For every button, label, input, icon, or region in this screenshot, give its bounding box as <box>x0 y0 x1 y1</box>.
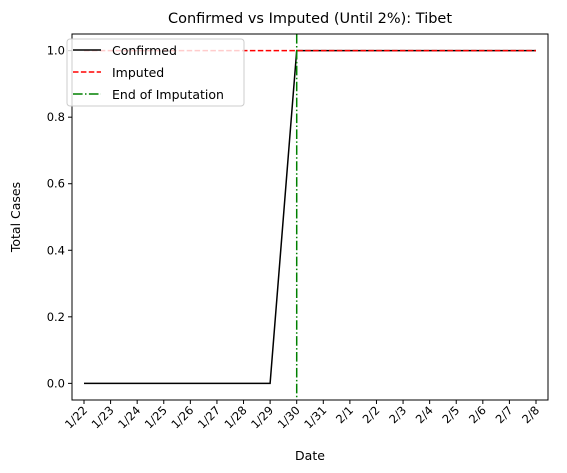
x-tick-label: 1/30 <box>275 403 303 431</box>
x-tick-label: 2/4 <box>413 403 436 426</box>
x-axis-label: Date <box>295 448 325 463</box>
y-tick-label: 0.8 <box>47 110 65 124</box>
x-tick-label: 1/29 <box>248 403 276 431</box>
x-tick-label: 1/23 <box>89 403 117 431</box>
legend-label-end-of-imputation: End of Imputation <box>112 87 224 102</box>
legend-label-imputed: Imputed <box>112 65 164 80</box>
y-tick-label: 0.6 <box>47 177 65 191</box>
legend: Confirmed Imputed End of Imputation <box>67 39 244 106</box>
x-tick-label: 2/5 <box>439 403 462 426</box>
x-tick-label: 2/7 <box>493 403 516 426</box>
x-tick-label: 1/28 <box>221 403 249 431</box>
y-axis-label: Total Cases <box>8 182 23 253</box>
x-tick-label: 1/22 <box>62 403 90 431</box>
legend-label-confirmed: Confirmed <box>112 43 177 58</box>
y-tick-label: 0.2 <box>47 310 65 324</box>
x-tick-label: 2/3 <box>386 403 409 426</box>
x-tick-label: 1/27 <box>195 403 223 431</box>
x-tick-label: 1/31 <box>301 403 329 431</box>
x-tick-label: 2/2 <box>360 403 383 426</box>
x-tick-label: 2/8 <box>519 403 542 426</box>
x-tick-label: 1/26 <box>168 403 196 431</box>
y-tick-label: 0.0 <box>47 376 65 390</box>
x-tick-label: 2/1 <box>333 403 356 426</box>
x-tick-label: 1/25 <box>142 403 170 431</box>
y-tick-label: 0.4 <box>47 243 65 257</box>
x-tick-label: 2/6 <box>466 403 489 426</box>
x-axis: 1/221/231/241/251/261/271/281/291/301/31… <box>62 400 542 431</box>
y-tick-label: 1.0 <box>47 44 65 58</box>
chart-title: Confirmed vs Imputed (Until 2%): Tibet <box>168 11 452 27</box>
x-tick-label: 1/24 <box>115 403 143 431</box>
